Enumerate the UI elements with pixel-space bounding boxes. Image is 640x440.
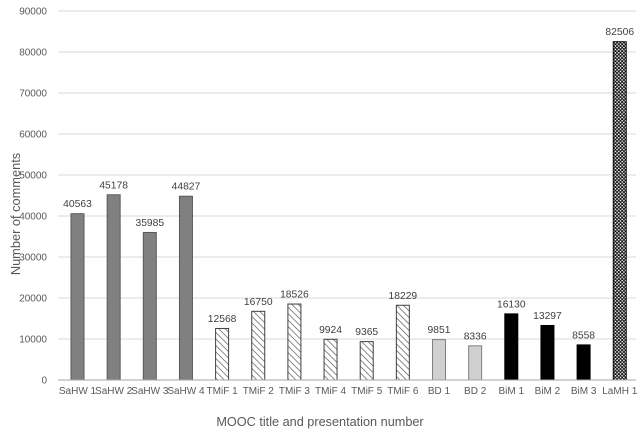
svg-text:44827: 44827 [172, 182, 201, 193]
svg-text:16130: 16130 [497, 299, 526, 310]
svg-text:0: 0 [41, 376, 47, 387]
svg-text:45178: 45178 [99, 180, 128, 191]
svg-text:18229: 18229 [389, 291, 418, 302]
svg-text:12568: 12568 [208, 314, 237, 325]
svg-text:TMiF 4: TMiF 4 [315, 386, 347, 397]
svg-text:TMiF 2: TMiF 2 [243, 386, 275, 397]
svg-text:9365: 9365 [355, 327, 378, 338]
svg-text:16750: 16750 [244, 297, 273, 308]
svg-text:90000: 90000 [19, 7, 47, 18]
svg-text:9924: 9924 [319, 325, 342, 336]
svg-text:BD 1: BD 1 [428, 386, 451, 397]
svg-text:BiM 1: BiM 1 [499, 386, 525, 397]
svg-text:8336: 8336 [464, 331, 487, 342]
svg-text:TMiF 1: TMiF 1 [207, 386, 239, 397]
svg-text:TMiF 3: TMiF 3 [279, 386, 311, 397]
svg-text:SaHW 4: SaHW 4 [167, 386, 205, 397]
svg-text:80000: 80000 [19, 48, 47, 59]
svg-text:9851: 9851 [428, 325, 451, 336]
svg-text:8558: 8558 [572, 330, 595, 341]
svg-text:BiM 3: BiM 3 [571, 386, 597, 397]
svg-text:40563: 40563 [63, 199, 92, 210]
svg-text:BD 2: BD 2 [464, 386, 487, 397]
svg-text:SaHW 2: SaHW 2 [95, 386, 133, 397]
svg-text:LaMH 1: LaMH 1 [602, 386, 637, 397]
svg-text:BiM 2: BiM 2 [535, 386, 561, 397]
svg-text:35985: 35985 [135, 218, 164, 229]
svg-text:10000: 10000 [19, 335, 47, 346]
svg-text:13297: 13297 [533, 311, 562, 322]
svg-text:82506: 82506 [605, 27, 634, 38]
svg-text:SaHW 1: SaHW 1 [59, 386, 97, 397]
svg-text:SaHW 3: SaHW 3 [131, 386, 169, 397]
svg-text:18526: 18526 [280, 290, 309, 301]
svg-text:TMiF 5: TMiF 5 [351, 386, 383, 397]
svg-text:70000: 70000 [19, 89, 47, 100]
svg-text:TMiF 6: TMiF 6 [387, 386, 419, 397]
